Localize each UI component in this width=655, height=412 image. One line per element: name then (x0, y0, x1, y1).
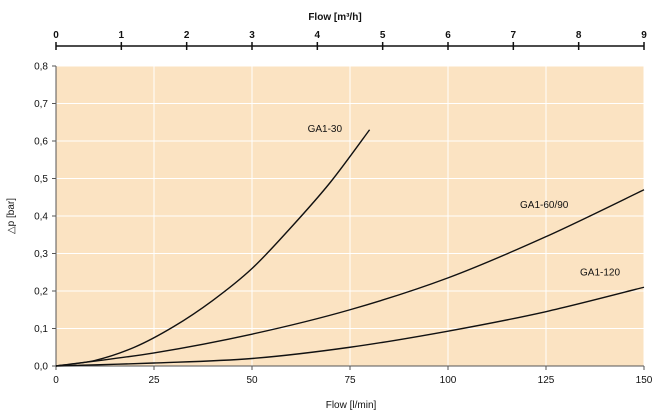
y-tick-label: 0,0 (34, 362, 48, 373)
x-tick-label: 100 (440, 375, 457, 386)
series-line-ga1-60-90 (55, 189, 645, 367)
y-tick-label: 0,2 (34, 287, 48, 298)
top-tick-label: 6 (445, 30, 451, 41)
series-line-ga1-120 (55, 286, 645, 367)
top-axis: 0 1 2 3 4 5 6 7 8 9 (53, 30, 647, 50)
top-tick-label: 2 (184, 30, 190, 41)
y-tick-label: 0,8 (34, 62, 48, 73)
series-label-ga1-120: GA1-120 (580, 267, 620, 278)
y-tick-label: 0,7 (34, 99, 48, 110)
series-label-ga1-30: GA1-30 (308, 124, 343, 135)
y-tick-label: 0,1 (34, 324, 48, 335)
series-lines (55, 129, 645, 367)
top-tick-label: 3 (249, 30, 255, 41)
y-tick-label: 0,6 (34, 137, 48, 148)
x-tick-label: 50 (246, 375, 258, 386)
top-tick-label: 5 (380, 30, 386, 41)
series-labels: GA1-30 GA1-60/90 GA1-120 (308, 124, 621, 279)
top-tick-label: 8 (576, 30, 582, 41)
x-tick-label: 150 (636, 375, 653, 386)
y-tick-label: 0,4 (34, 212, 48, 223)
y-tick-label: 0,5 (34, 174, 48, 185)
x-tick-label: 0 (53, 375, 59, 386)
top-axis-title: Flow [m³/h] (308, 12, 361, 23)
x-axis: 0 25 50 75 100 125 150 (53, 366, 653, 386)
x-axis-title: Flow [l/min] (326, 400, 377, 411)
y-axis-title: △p [bar] (6, 198, 17, 234)
top-tick-label: 1 (119, 30, 125, 41)
y-tick-label: 0,3 (34, 249, 48, 260)
x-tick-label: 125 (538, 375, 555, 386)
y-axis: 0,0 0,1 0,2 0,3 0,4 0,5 0,6 0,7 0,8 (34, 62, 56, 373)
top-tick-label: 4 (315, 30, 321, 41)
x-tick-label: 25 (148, 375, 160, 386)
top-tick-label: 7 (511, 30, 517, 41)
top-tick-label: 9 (641, 30, 647, 41)
top-tick-label: 0 (53, 30, 59, 41)
x-tick-label: 75 (344, 375, 356, 386)
series-line-ga1-30 (55, 129, 371, 367)
series-label-ga1-60-90: GA1-60/90 (520, 200, 569, 211)
